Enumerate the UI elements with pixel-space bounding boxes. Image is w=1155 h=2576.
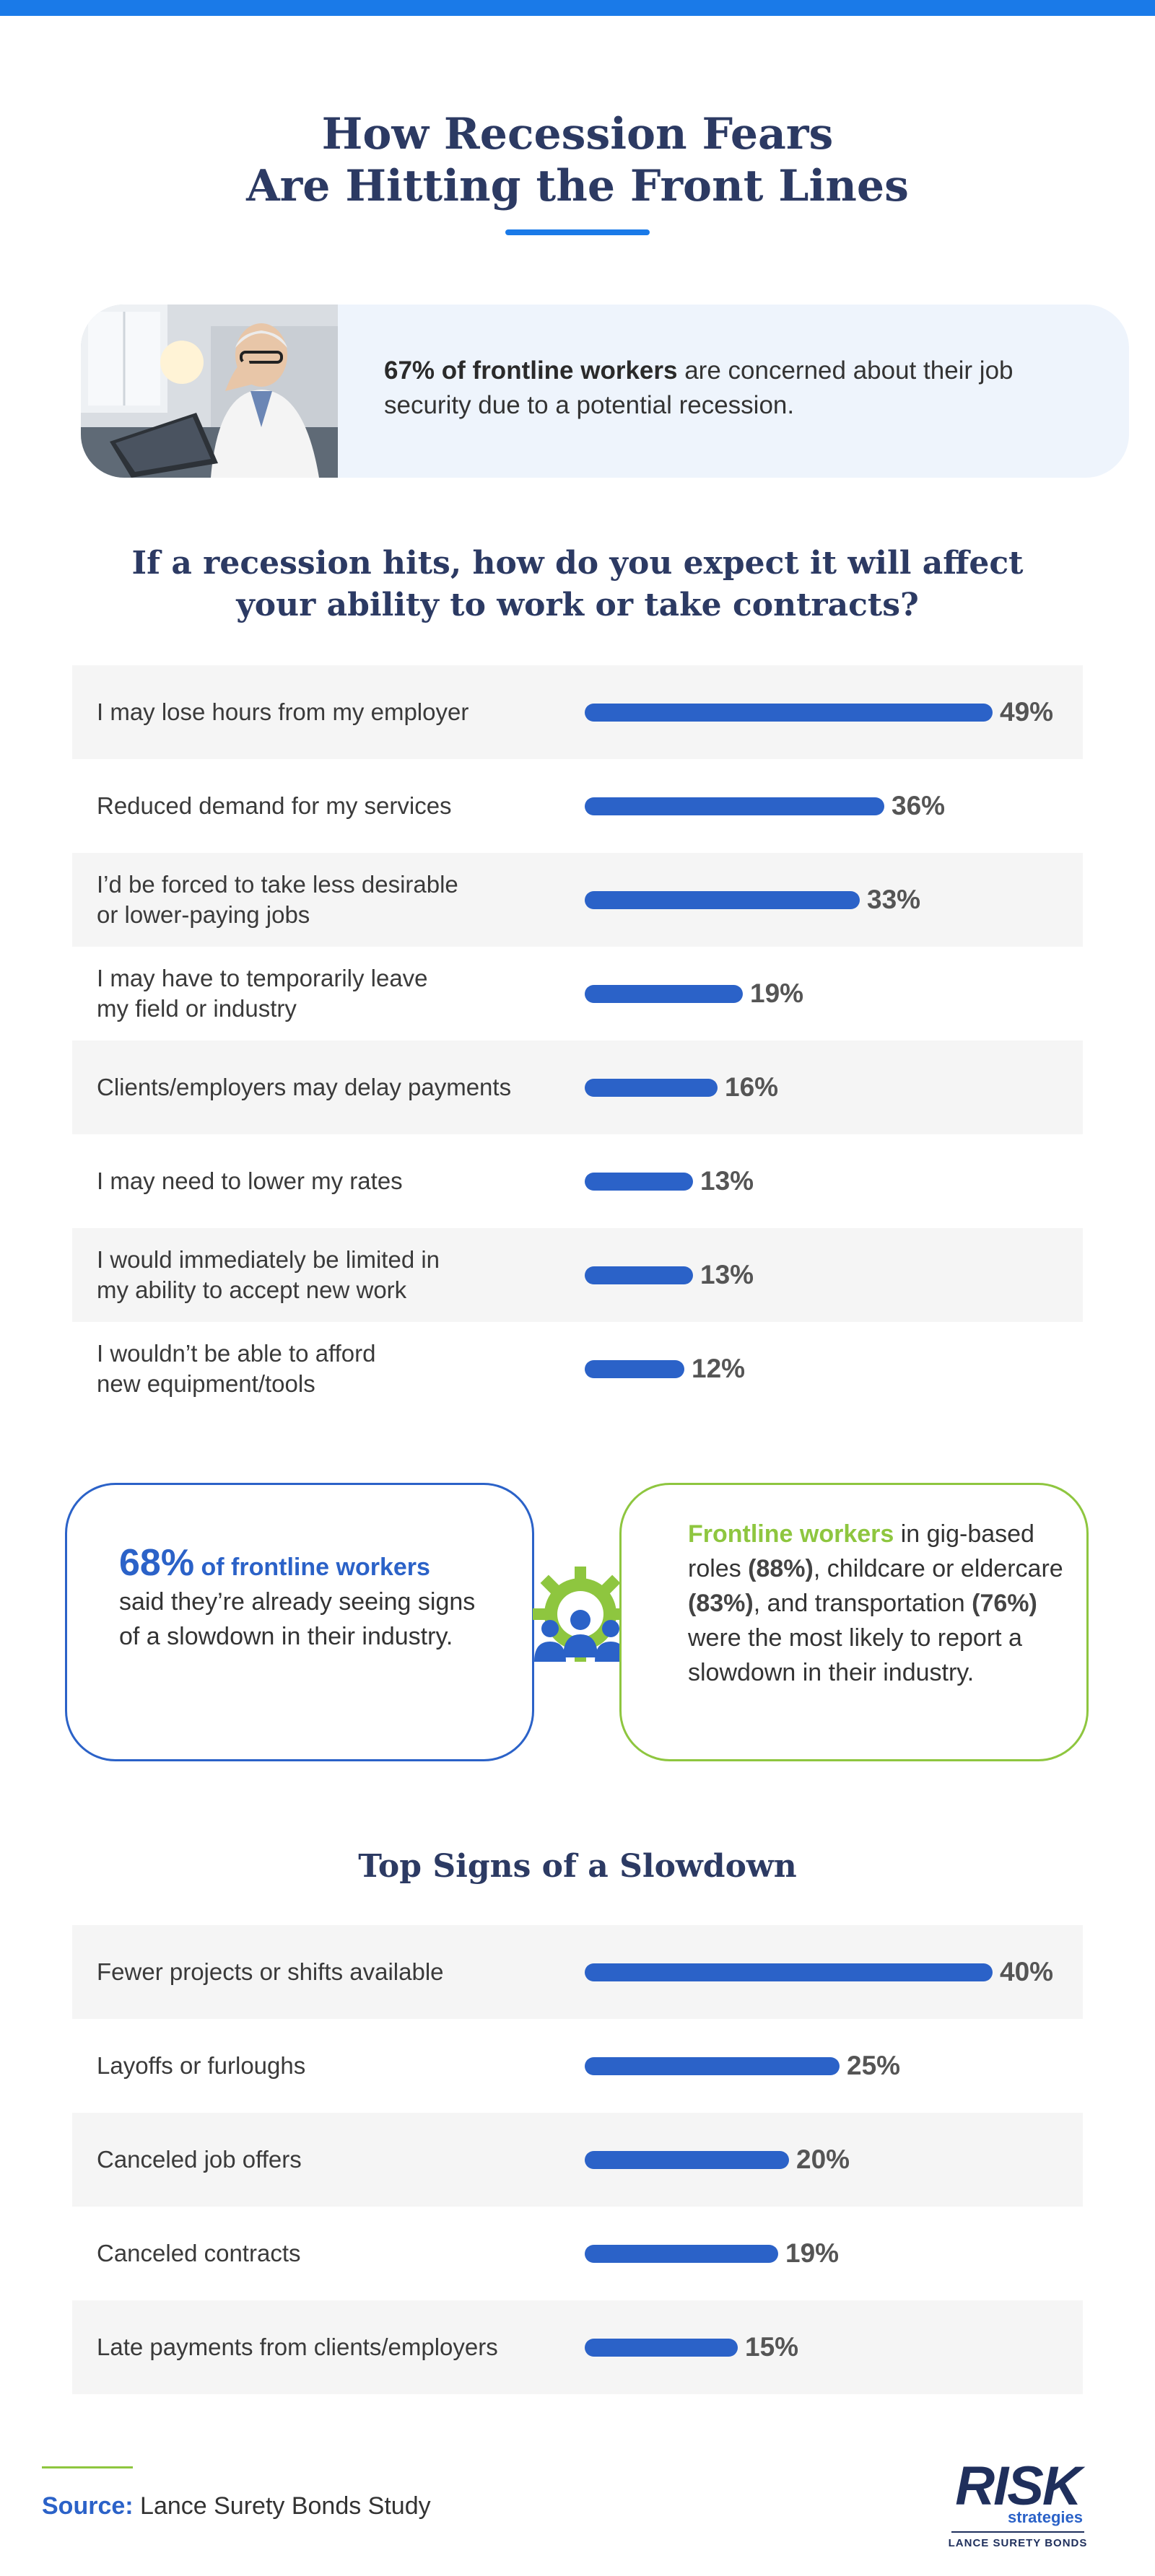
bar-category-label: Late payments from clients/employers [97, 2334, 498, 2360]
risk-strategies-logo: RISK strategies LANCE SURETY BONDS [946, 2455, 1090, 2554]
bar-mark [585, 1963, 993, 1981]
bar-mark [585, 1360, 684, 1378]
bar-row: Reduced demand for my services 36% [72, 759, 1083, 853]
bar-category-label: I’d be forced to take less desirable or … [97, 871, 458, 928]
slowdown-stat-number: 68% [119, 1542, 195, 1584]
gig-pct: (88%) [748, 1555, 814, 1582]
bar-category-label: Layoffs or furloughs [97, 2052, 306, 2079]
stat-highlight: 67% of frontline workers [384, 356, 678, 385]
logo-sub: strategies [1008, 2508, 1083, 2526]
logo-rule [951, 2531, 1084, 2533]
slowdown-stat-rest: said they’re already seeing signs of a s… [119, 1588, 476, 1650]
bar-mark [585, 1266, 693, 1284]
bar-mark [585, 1173, 693, 1191]
chart-1-title: If a recession hits, how do you expect i… [0, 543, 1155, 626]
bar-value-label: 12% [692, 1354, 746, 1383]
bar-value-label: 40% [1000, 1957, 1054, 1986]
source-text: Lance Surety Bonds Study [133, 2492, 431, 2520]
title-underline [505, 229, 650, 235]
bar-mark [585, 2339, 738, 2357]
bar-value-label: 13% [700, 1166, 754, 1196]
bar-row: Layoffs or furloughs 25% [72, 2019, 1083, 2113]
bar-value-label: 20% [796, 2145, 850, 2174]
industry-text-4: were the most likely to report a slowdow… [688, 1624, 1022, 1686]
bar-row: I would immediately be limited in my abi… [72, 1228, 1083, 1322]
source-label: Source: [42, 2492, 134, 2520]
worker-photo-illustration [81, 305, 338, 478]
bar-row: I’d be forced to take less desirable or … [72, 853, 1083, 947]
bar-value-label: 15% [745, 2332, 799, 2362]
bar-value-label: 36% [892, 791, 946, 820]
chart-1-title-line-1: If a recession hits, how do you expect i… [131, 545, 1024, 582]
bar-mark [585, 2057, 840, 2075]
bar-category-label: Canceled contracts [97, 2240, 301, 2266]
bar-category-label: I may have to temporarily leave my field… [97, 965, 428, 1022]
top-accent-bar [0, 0, 1155, 16]
bar-value-label: 33% [867, 885, 921, 914]
bar-category-label: Clients/employers may delay payments [97, 1074, 512, 1100]
childcare-pct: (83%) [688, 1590, 754, 1617]
title-line-2: Are Hitting the Front Lines [246, 161, 909, 211]
bar-value-label: 19% [785, 2238, 840, 2268]
bar-mark [585, 2245, 778, 2263]
bar-mark [585, 985, 743, 1003]
bar-mark [585, 1079, 718, 1097]
bar-row: Canceled contracts 19% [72, 2207, 1083, 2300]
transportation-pct: (76%) [972, 1590, 1037, 1617]
logo-tagline: LANCE SURETY BONDS [948, 2537, 1088, 2549]
source-divider [42, 2466, 133, 2468]
bar-value-label: 49% [1000, 697, 1054, 727]
bar-row: Late payments from clients/employers 15% [72, 2300, 1083, 2394]
chart-2-title: Top Signs of a Slowdown [358, 1848, 797, 1885]
stat-text: 67% of frontline workers are concerned a… [384, 354, 1106, 423]
bar-value-label: 16% [725, 1072, 779, 1102]
industry-text-3: , and transportation [753, 1590, 972, 1617]
industry-slowdown-highlight: Frontline workers [688, 1520, 894, 1548]
bar-row: Fewer projects or shifts available 40% [72, 1925, 1083, 2019]
bar-value-label: 25% [847, 2051, 901, 2080]
bar-row: Clients/employers may delay payments 16% [72, 1041, 1083, 1134]
bar-category-label: I wouldn’t be able to afford new equipme… [97, 1340, 376, 1397]
slowdown-stat-text: 68% of frontline workers said they’re alr… [119, 1544, 502, 1654]
slowdown-stat-callout: 68% of frontline workers said they’re alr… [65, 1483, 534, 1761]
bar-row: I may need to lower my rates 13% [72, 1134, 1083, 1228]
bar-category-label: I would immediately be limited in my abi… [97, 1246, 440, 1303]
bar-mark [585, 797, 884, 815]
source-citation: Source: Lance Surety Bonds Study [42, 2492, 431, 2520]
page-title: How Recession Fears Are Hitting the Fron… [0, 108, 1155, 212]
industry-slowdown-callout: Frontline workers in gig-based roles (88… [619, 1483, 1089, 1761]
slowdown-stat-highlight: of frontline workers [194, 1554, 430, 1581]
stat-rest: are concerned about their job security d… [384, 356, 1014, 419]
bar-mark [585, 2151, 789, 2169]
logo-main: RISK [955, 2455, 1082, 2517]
industry-slowdown-text: Frontline workers in gig-based roles (88… [688, 1517, 1078, 1690]
bar-row: I may have to temporarily leave my field… [72, 947, 1083, 1041]
bar-category-label: Reduced demand for my services [97, 792, 452, 819]
bar-category-label: Canceled job offers [97, 2146, 302, 2173]
bar-row: I wouldn’t be able to afford new equipme… [72, 1322, 1083, 1416]
industry-text-2: , childcare or eldercare [813, 1555, 1063, 1582]
bar-value-label: 13% [700, 1260, 754, 1289]
stat-card: 67% of frontline workers are concerned a… [81, 305, 1129, 478]
bar-mark [585, 891, 860, 909]
bar-category-label: Fewer projects or shifts available [97, 1958, 444, 1985]
industry-text-1: in gig-based roles [688, 1520, 1034, 1582]
bar-row: Canceled job offers 20% [72, 2113, 1083, 2207]
bar-category-label: I may lose hours from my employer [97, 698, 469, 725]
title-line-1: How Recession Fears [321, 109, 834, 159]
bar-mark [585, 704, 993, 722]
bar-value-label: 19% [750, 978, 804, 1008]
chart-1-title-line-2: your ability to work or take contracts? [236, 587, 919, 623]
bar-row: I may lose hours from my employer 49% [72, 665, 1083, 759]
team-gear-icon [533, 1567, 628, 1662]
bar-category-label: I may need to lower my rates [97, 1167, 403, 1194]
